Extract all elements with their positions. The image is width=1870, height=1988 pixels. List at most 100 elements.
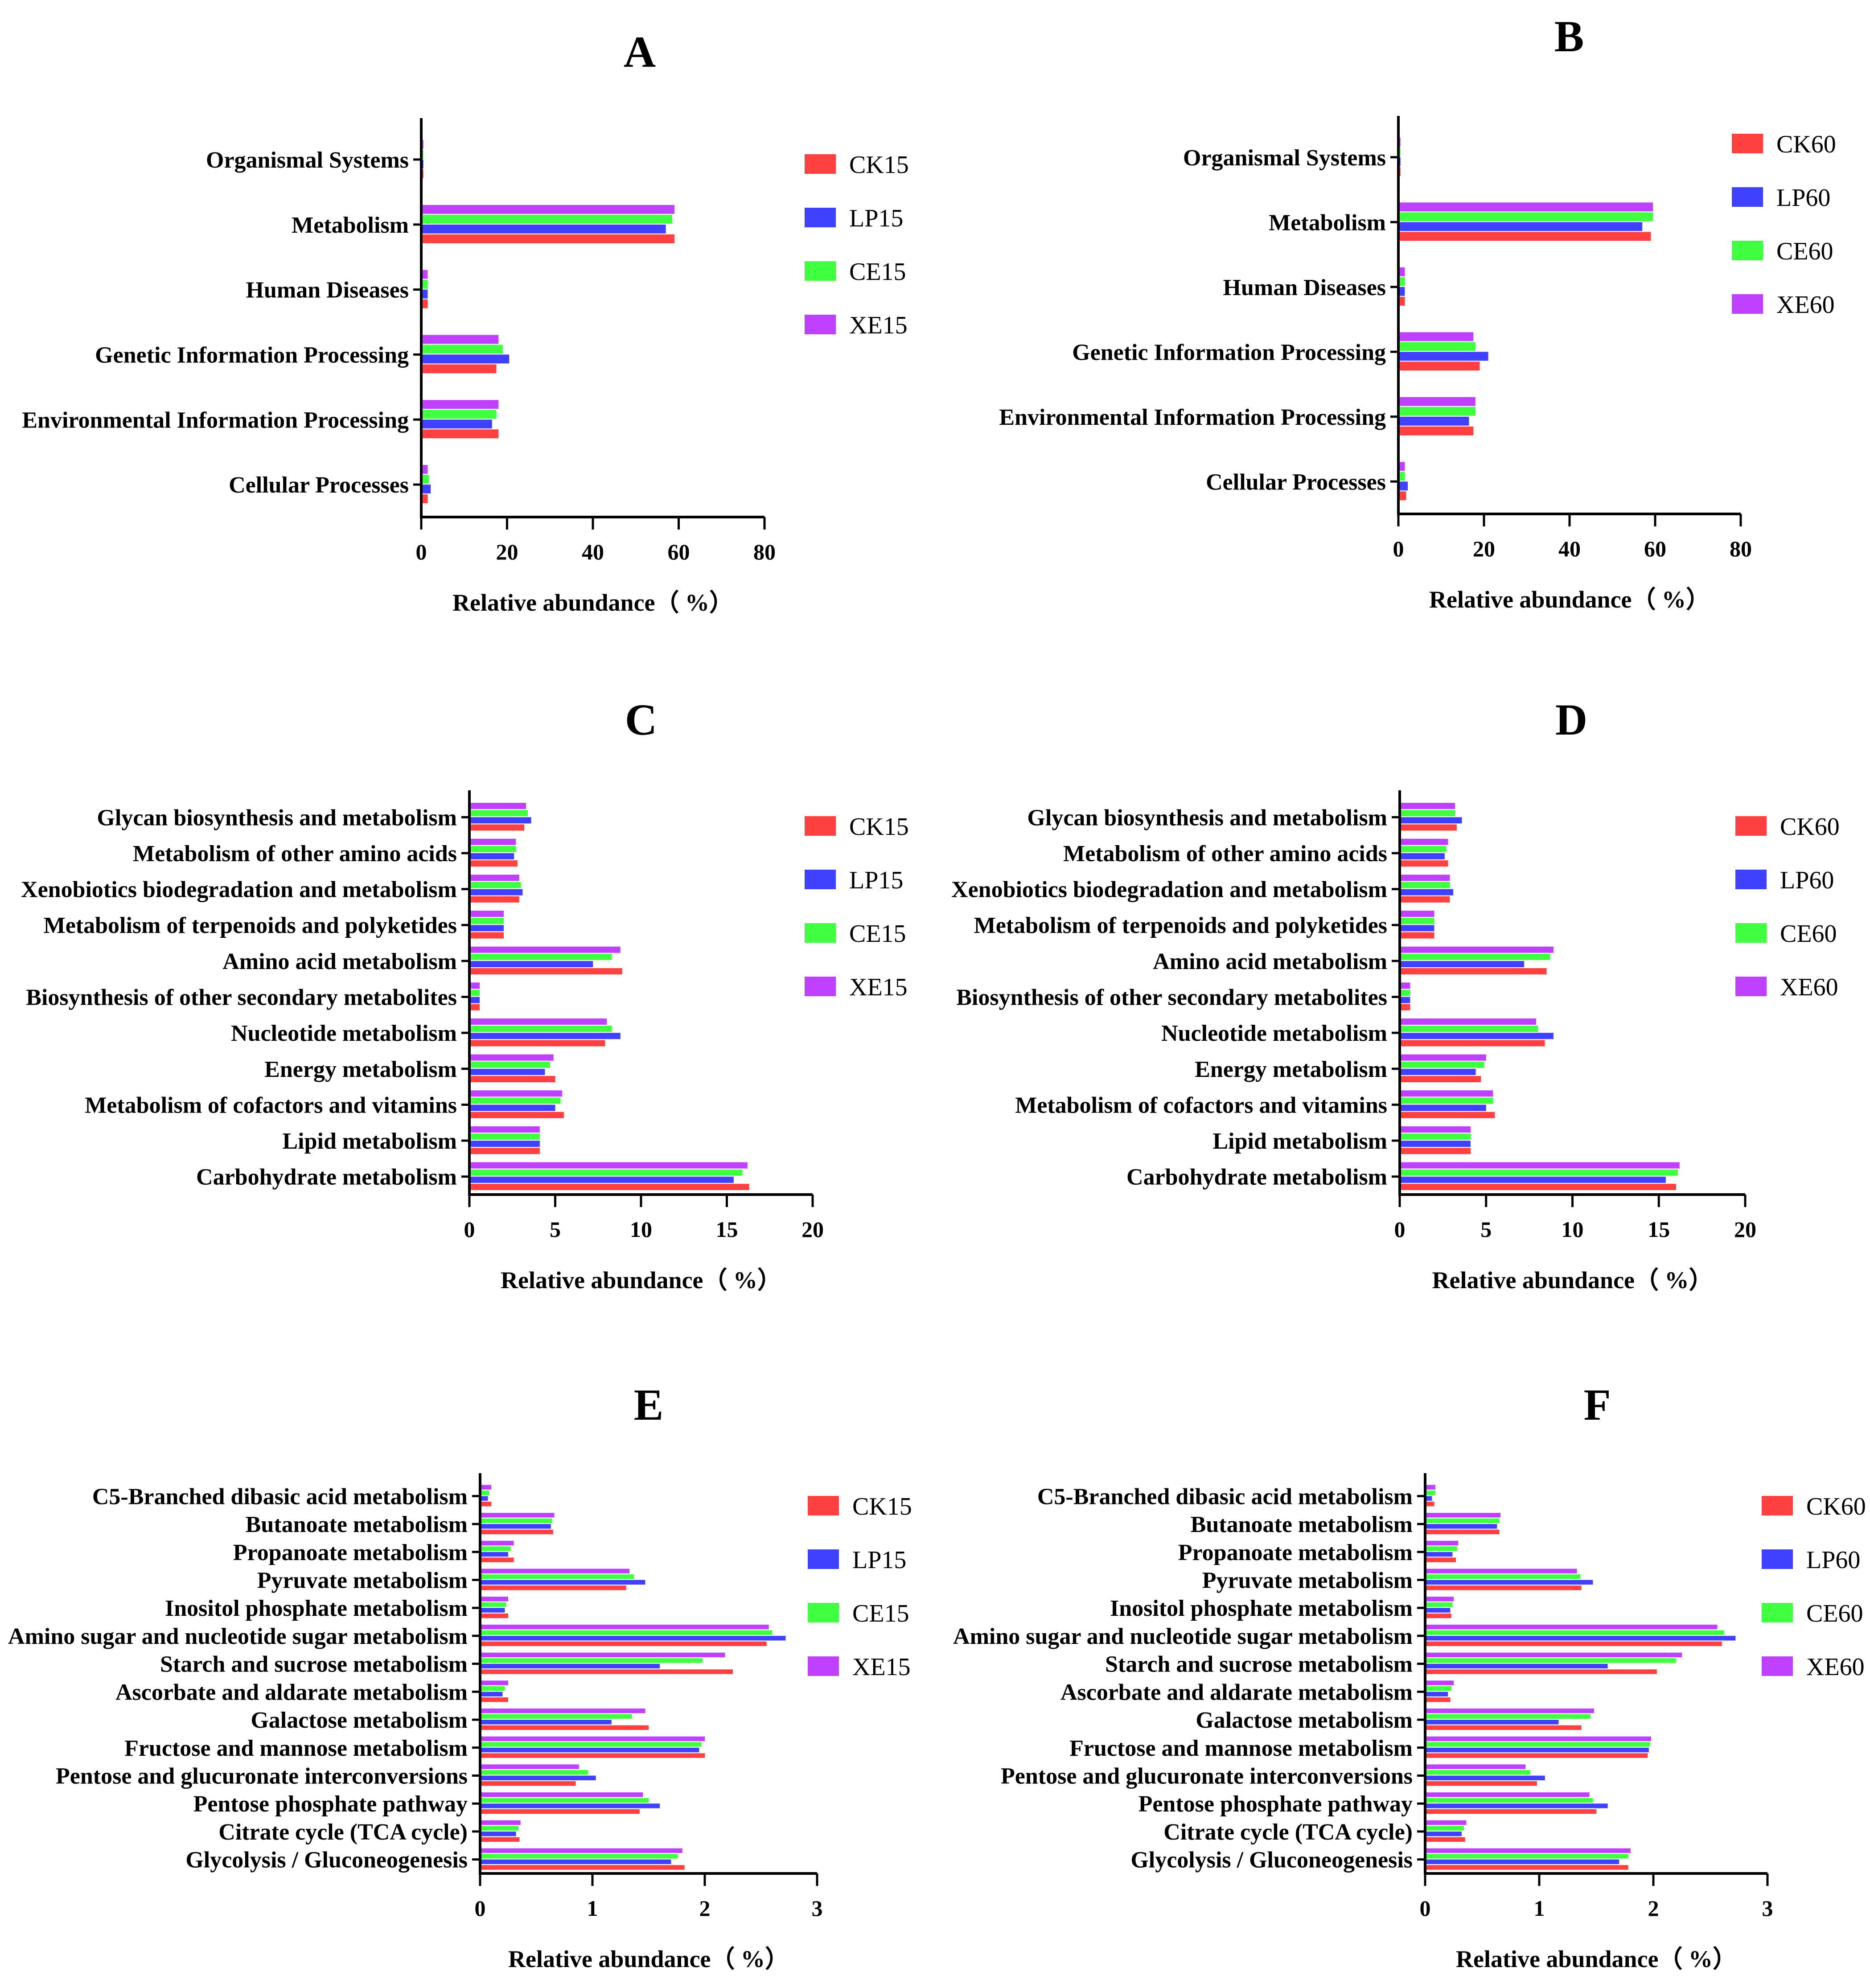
panel-e-bar-lp15-pentose-phosphate-pathway: [480, 1803, 660, 1808]
panel-d-bar-ce60-energy-metabolism: [1400, 1061, 1484, 1068]
panel-f-xtick-label: 0: [1420, 1896, 1431, 1921]
panel-b-bar-xe60-metabolism: [1398, 202, 1653, 212]
panel-e-bar-lp15-amino-sugar-and-nucleotide-sugar-metabolism: [480, 1635, 786, 1641]
panel-f-bar-ce60-c5-branched-dibasic-acid-metabolism: [1425, 1490, 1435, 1495]
panel-d-bar-ck60-biosynthesis-of-other-secondary-metabolites: [1400, 1004, 1410, 1010]
panel-c-bar-lp15-energy-metabolism: [469, 1068, 545, 1075]
panel-e-bar-ce15-pyruvate-metabolism: [480, 1574, 634, 1579]
panel-a-legend-label-xe15: XE15: [849, 312, 908, 339]
panel-d-bar-xe60-amino-acid-metabolism: [1400, 946, 1554, 953]
panel-c-bar-ce15-amino-acid-metabolism: [469, 953, 612, 960]
panel-a-bar-ce15-human-diseases: [421, 279, 428, 289]
panel-e-category-label: Pyruvate metabolism: [257, 1568, 468, 1594]
panel-c-bar-ce15-xenobiotics-biodegradation-and-metabolism: [469, 882, 521, 888]
panel-b-category-label: Metabolism: [1269, 210, 1386, 235]
panel-c-bar-ck15-biosynthesis-of-other-secondary-metabolites: [469, 1004, 480, 1010]
panel-f-bar-ck60-c5-branched-dibasic-acid-metabolism: [1425, 1501, 1434, 1507]
panel-d-xtick-label: 15: [1648, 1217, 1670, 1242]
panel-a-legend-swatch-ce15: [805, 261, 836, 281]
panel-e-bar-xe15-propanoate-metabolism: [480, 1540, 514, 1546]
panel-c-legend-label-ck15: CK15: [849, 813, 909, 841]
panel-f-category-label: Citrate cycle (TCA cycle): [1163, 1820, 1413, 1845]
panel-d-category-label: Biosynthesis of other secondary metaboli…: [956, 985, 1387, 1010]
panel-f-bar-xe60-butanoate-metabolism: [1425, 1513, 1500, 1518]
panel-d-bar-ce60-amino-acid-metabolism: [1400, 953, 1550, 960]
panel-d-category-label: Xenobiotics biodegradation and metabolis…: [951, 877, 1387, 903]
panel-c-xtick-label: 10: [630, 1217, 652, 1242]
panel-e-bar-lp15-citrate-cycle-tca-cycle: [480, 1831, 516, 1836]
panel-b-legend-label-ck60: CK60: [1776, 131, 1836, 158]
panel-f-bar-xe60-pyruvate-metabolism: [1425, 1569, 1577, 1573]
panel-a-bar-ce15-genetic-information-processing: [421, 345, 503, 354]
panel-c-bar-lp15-nucleotide-metabolism: [469, 1033, 621, 1039]
panel-e-bar-ck15-amino-sugar-and-nucleotide-sugar-metabolism: [480, 1641, 767, 1646]
panel-a-category-label: Cellular Processes: [229, 472, 409, 498]
panel-f-bar-ce60-amino-sugar-and-nucleotide-sugar-metabolism: [1425, 1630, 1724, 1635]
panel-c-bar-xe15-metabolism-of-terpenoids-and-polyketides: [469, 911, 504, 917]
panel-b-category-label: Organismal Systems: [1183, 145, 1386, 171]
panel-f-bar-ce60-pyruvate-metabolism: [1425, 1574, 1581, 1579]
panel-c-bar-lp15-carbohydrate-metabolism: [469, 1176, 734, 1183]
panel-f-bar-ce60-propanoate-metabolism: [1425, 1546, 1457, 1551]
panel-c-legend-swatch-ck15: [805, 816, 836, 836]
panel-e-bar-lp15-fructose-and-mannose-metabolism: [480, 1747, 699, 1753]
panel-e-bar-ce15-ascorbate-and-aldarate-metabolism: [480, 1686, 505, 1691]
panel-f-legend-label-ck60: CK60: [1806, 1493, 1866, 1520]
panel-c-category-label: Metabolism of cofactors and vitamins: [85, 1093, 457, 1118]
panel-d-bar-xe60-lipid-metabolism: [1400, 1126, 1471, 1133]
panel-c-bar-ce15-biosynthesis-of-other-secondary-metabolites: [469, 990, 480, 996]
panel-c-bar-ck15-carbohydrate-metabolism: [469, 1183, 749, 1190]
panel-f-bar-ck60-pentose-phosphate-pathway: [1425, 1809, 1596, 1814]
panel-c-bar-lp15-lipid-metabolism: [469, 1141, 540, 1147]
panel-e-bar-ck15-inositol-phosphate-metabolism: [480, 1613, 508, 1618]
panel-c-bar-xe15-carbohydrate-metabolism: [469, 1162, 748, 1169]
panel-c-bar-lp15-biosynthesis-of-other-secondary-metabolites: [469, 997, 480, 1003]
panel-e-bar-ce15-fructose-and-mannose-metabolism: [480, 1742, 702, 1747]
panel-c-category-label: Carbohydrate metabolism: [196, 1165, 457, 1190]
panel-e-xtick-label: 3: [812, 1896, 823, 1921]
panel-d-category-label: Metabolism of terpenoids and polyketides: [974, 913, 1387, 938]
panel-f-bar-lp60-amino-sugar-and-nucleotide-sugar-metabolism: [1425, 1635, 1736, 1641]
panel-e-category-label: Ascorbate and aldarate metabolism: [115, 1680, 468, 1705]
panel-e-bar-ck15-glycolysis-gluconeogenesis: [480, 1865, 685, 1870]
panel-e-legend-swatch-ck15: [808, 1496, 839, 1516]
panel-e-bar-ck15-starch-and-sucrose-metabolism: [480, 1669, 733, 1674]
panel-a-bar-xe15-cellular-processes: [421, 465, 428, 474]
panel-d-bar-ck60-xenobiotics-biodegradation-and-metabolism: [1400, 896, 1450, 903]
panel-b-legend-swatch-lp60: [1732, 187, 1763, 207]
panel-f-bar-xe60-glycolysis-gluconeogenesis: [1425, 1848, 1631, 1853]
panel-f-bar-ck60-propanoate-metabolism: [1425, 1557, 1456, 1562]
panel-c-bar-xe15-metabolism-of-other-amino-acids: [469, 838, 516, 845]
panel-d-bar-xe60-metabolism-of-other-amino-acids: [1400, 838, 1448, 845]
panel-e-category-label: Starch and sucrose metabolism: [160, 1652, 468, 1677]
panel-d-bar-xe60-metabolism-of-cofactors-and-vitamins: [1400, 1090, 1493, 1097]
panel-d-xtick-label: 0: [1394, 1217, 1406, 1242]
panel-a-x-axis-title: Relative abundance（ %）: [452, 589, 733, 616]
panel-e-bar-xe15-pyruvate-metabolism: [480, 1569, 630, 1573]
panel-c-xtick-label: 0: [464, 1217, 475, 1242]
panel-b-category-label: Environmental Information Processing: [999, 405, 1386, 430]
panel-c-bar-xe15-glycan-biosynthesis-and-metabolism: [469, 803, 526, 809]
panel-c-xtick-label: 5: [550, 1217, 561, 1242]
panel-f-bar-ce60-fructose-and-mannose-metabolism: [1425, 1742, 1650, 1747]
panel-f-bar-ce60-inositol-phosphate-metabolism: [1425, 1602, 1453, 1607]
panel-d-legend-swatch-ce60: [1735, 923, 1767, 943]
panel-b-bar-ce60-genetic-information-processing: [1398, 342, 1475, 351]
panel-f-bar-xe60-inositol-phosphate-metabolism: [1425, 1597, 1454, 1602]
panel-e-bar-xe15-ascorbate-and-aldarate-metabolism: [480, 1680, 508, 1685]
panel-f-bar-ce60-starch-and-sucrose-metabolism: [1425, 1658, 1677, 1663]
panel-c-bar-xe15-metabolism-of-cofactors-and-vitamins: [469, 1090, 562, 1097]
panel-a-xtick-label: 40: [582, 539, 604, 564]
panel-c-bar-ce15-lipid-metabolism: [469, 1133, 540, 1140]
panel-e-bar-ce15-citrate-cycle-tca-cycle: [480, 1826, 518, 1831]
panel-c-category-label: Biosynthesis of other secondary metaboli…: [26, 985, 457, 1010]
panel-e-category-label: Glycolysis / Gluconeogenesis: [185, 1848, 468, 1873]
panel-a-category-label: Environmental Information Processing: [22, 407, 409, 433]
panel-b-bar-ce60-human-diseases: [1398, 277, 1405, 286]
panel-d-category-label: Carbohydrate metabolism: [1126, 1165, 1387, 1190]
panel-d-bar-ce60-lipid-metabolism: [1400, 1133, 1471, 1140]
panel-e-bar-lp15-galactose-metabolism: [480, 1720, 612, 1725]
panel-a-xtick-label: 0: [416, 539, 427, 564]
panel-c-bar-lp15-amino-acid-metabolism: [469, 961, 593, 967]
panel-c-bar-xe15-nucleotide-metabolism: [469, 1018, 607, 1025]
